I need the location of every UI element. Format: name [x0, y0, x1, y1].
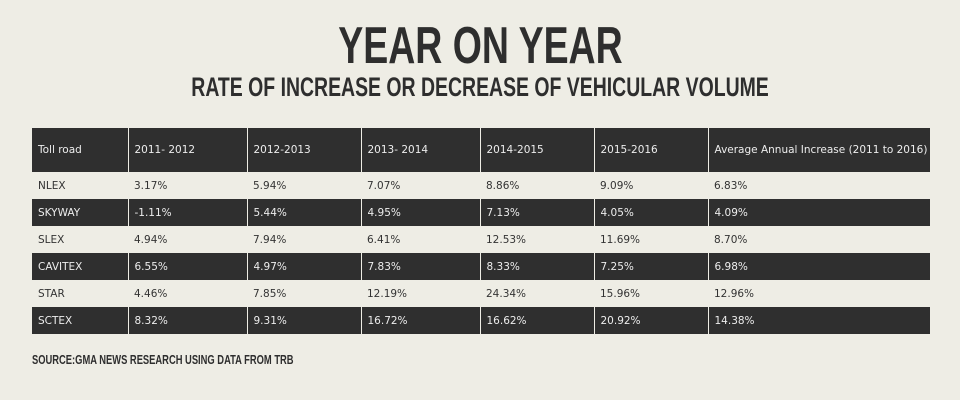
rate-cell: 16.62% [479, 307, 594, 334]
table-row-star: STAR 4.46% 7.85% 12.19% 24.34% 15.96% 12.96% [32, 280, 930, 307]
rate-cell: 6.41% [361, 226, 480, 253]
rate-cell: 7.83% [360, 253, 480, 280]
table-row-slex: SLEX 4.94% 7.94% 6.41% 12.53% 11.69% 8.70% [32, 226, 930, 253]
column-header: Average Annual Increase (2011 to 2016) [707, 128, 930, 172]
rate-cell: 20.92% [593, 307, 708, 334]
rate-cell: 7.25% [593, 253, 708, 280]
rate-cell: 16.72% [360, 307, 480, 334]
rate-cell: 4.09% [707, 199, 930, 226]
rate-cell: 8.33% [479, 253, 594, 280]
rate-cell: 6.98% [707, 253, 930, 280]
rate-cell: 5.44% [246, 199, 361, 226]
data-table: Toll road 2011- 2012 2012-2013 2013- 2014 20… [32, 128, 930, 334]
rate-cell: 12.19% [361, 280, 480, 307]
rate-cell: 4.46% [128, 280, 247, 307]
table-body: Toll road 2011- 2012 2012-2013 2013- 2014 20… [32, 128, 930, 334]
rate-cell: 9.31% [246, 307, 361, 334]
page-subtitle-text: RATE OF INCREASE OR DECREASE OF VEHICULA… [191, 72, 769, 102]
rate-cell: 5.94% [247, 172, 361, 199]
rate-cell: 12.96% [708, 280, 930, 307]
rate-cell: -1.11% [127, 199, 247, 226]
rate-cell: 4.95% [360, 199, 480, 226]
rate-cell: 7.94% [247, 226, 361, 253]
table-row-sctex: SCTEX 8.32% 9.31% 16.72% 16.62% 20.92% 14.38% [32, 307, 930, 334]
rate-cell: 7.07% [361, 172, 480, 199]
rate-cell: 6.55% [127, 253, 247, 280]
rate-cell: 4.94% [128, 226, 247, 253]
page-title-text: YEAR ON YEAR [337, 17, 623, 75]
rate-cell: 3.17% [128, 172, 247, 199]
rate-cell: 11.69% [594, 226, 708, 253]
page-title: YEAR ON YEAR [0, 18, 960, 74]
rate-cell: 7.13% [479, 199, 594, 226]
column-header: 2011- 2012 [127, 128, 247, 172]
rate-cell: 8.86% [480, 172, 594, 199]
table-row-cavitex: CAVITEX 6.55% 4.97% 7.83% 8.33% 7.25% 6.98% [32, 253, 930, 280]
toll-road-name: SKYWAY [32, 199, 128, 226]
source-note: SOURCE:GMA NEWS RESEARCH USING DATA FROM… [32, 352, 395, 367]
rate-cell: 15.96% [594, 280, 708, 307]
column-header: Toll road [32, 128, 128, 172]
rate-cell: 4.97% [246, 253, 361, 280]
toll-road-name: NLEX [32, 172, 128, 199]
table-header-row: Toll road 2011- 2012 2012-2013 2013- 2014 20… [32, 128, 930, 172]
source-note-text: SOURCE:GMA NEWS RESEARCH USING DATA FROM… [32, 352, 294, 367]
rate-cell: 6.83% [708, 172, 930, 199]
rate-cell: 9.09% [594, 172, 708, 199]
page-subtitle: RATE OF INCREASE OR DECREASE OF VEHICULA… [0, 72, 960, 102]
toll-road-name: SCTEX [32, 307, 128, 334]
table-row-nlex: NLEX 3.17% 5.94% 7.07% 8.86% 9.09% 6.83% [32, 172, 930, 199]
rate-cell: 12.53% [480, 226, 594, 253]
rate-cell: 8.32% [127, 307, 247, 334]
column-header: 2014-2015 [479, 128, 594, 172]
rate-cell: 8.70% [708, 226, 930, 253]
rate-cell: 4.05% [593, 199, 708, 226]
toll-road-name: STAR [32, 280, 128, 307]
rate-cell: 24.34% [480, 280, 594, 307]
toll-road-name: CAVITEX [32, 253, 128, 280]
column-header: 2015-2016 [593, 128, 708, 172]
rate-cell: 7.85% [247, 280, 361, 307]
table-row-skyway: SKYWAY -1.11% 5.44% 4.95% 7.13% 4.05% 4.09% [32, 199, 930, 226]
toll-road-name: SLEX [32, 226, 128, 253]
column-header: 2013- 2014 [360, 128, 480, 172]
rate-cell: 14.38% [707, 307, 930, 334]
column-header: 2012-2013 [246, 128, 361, 172]
